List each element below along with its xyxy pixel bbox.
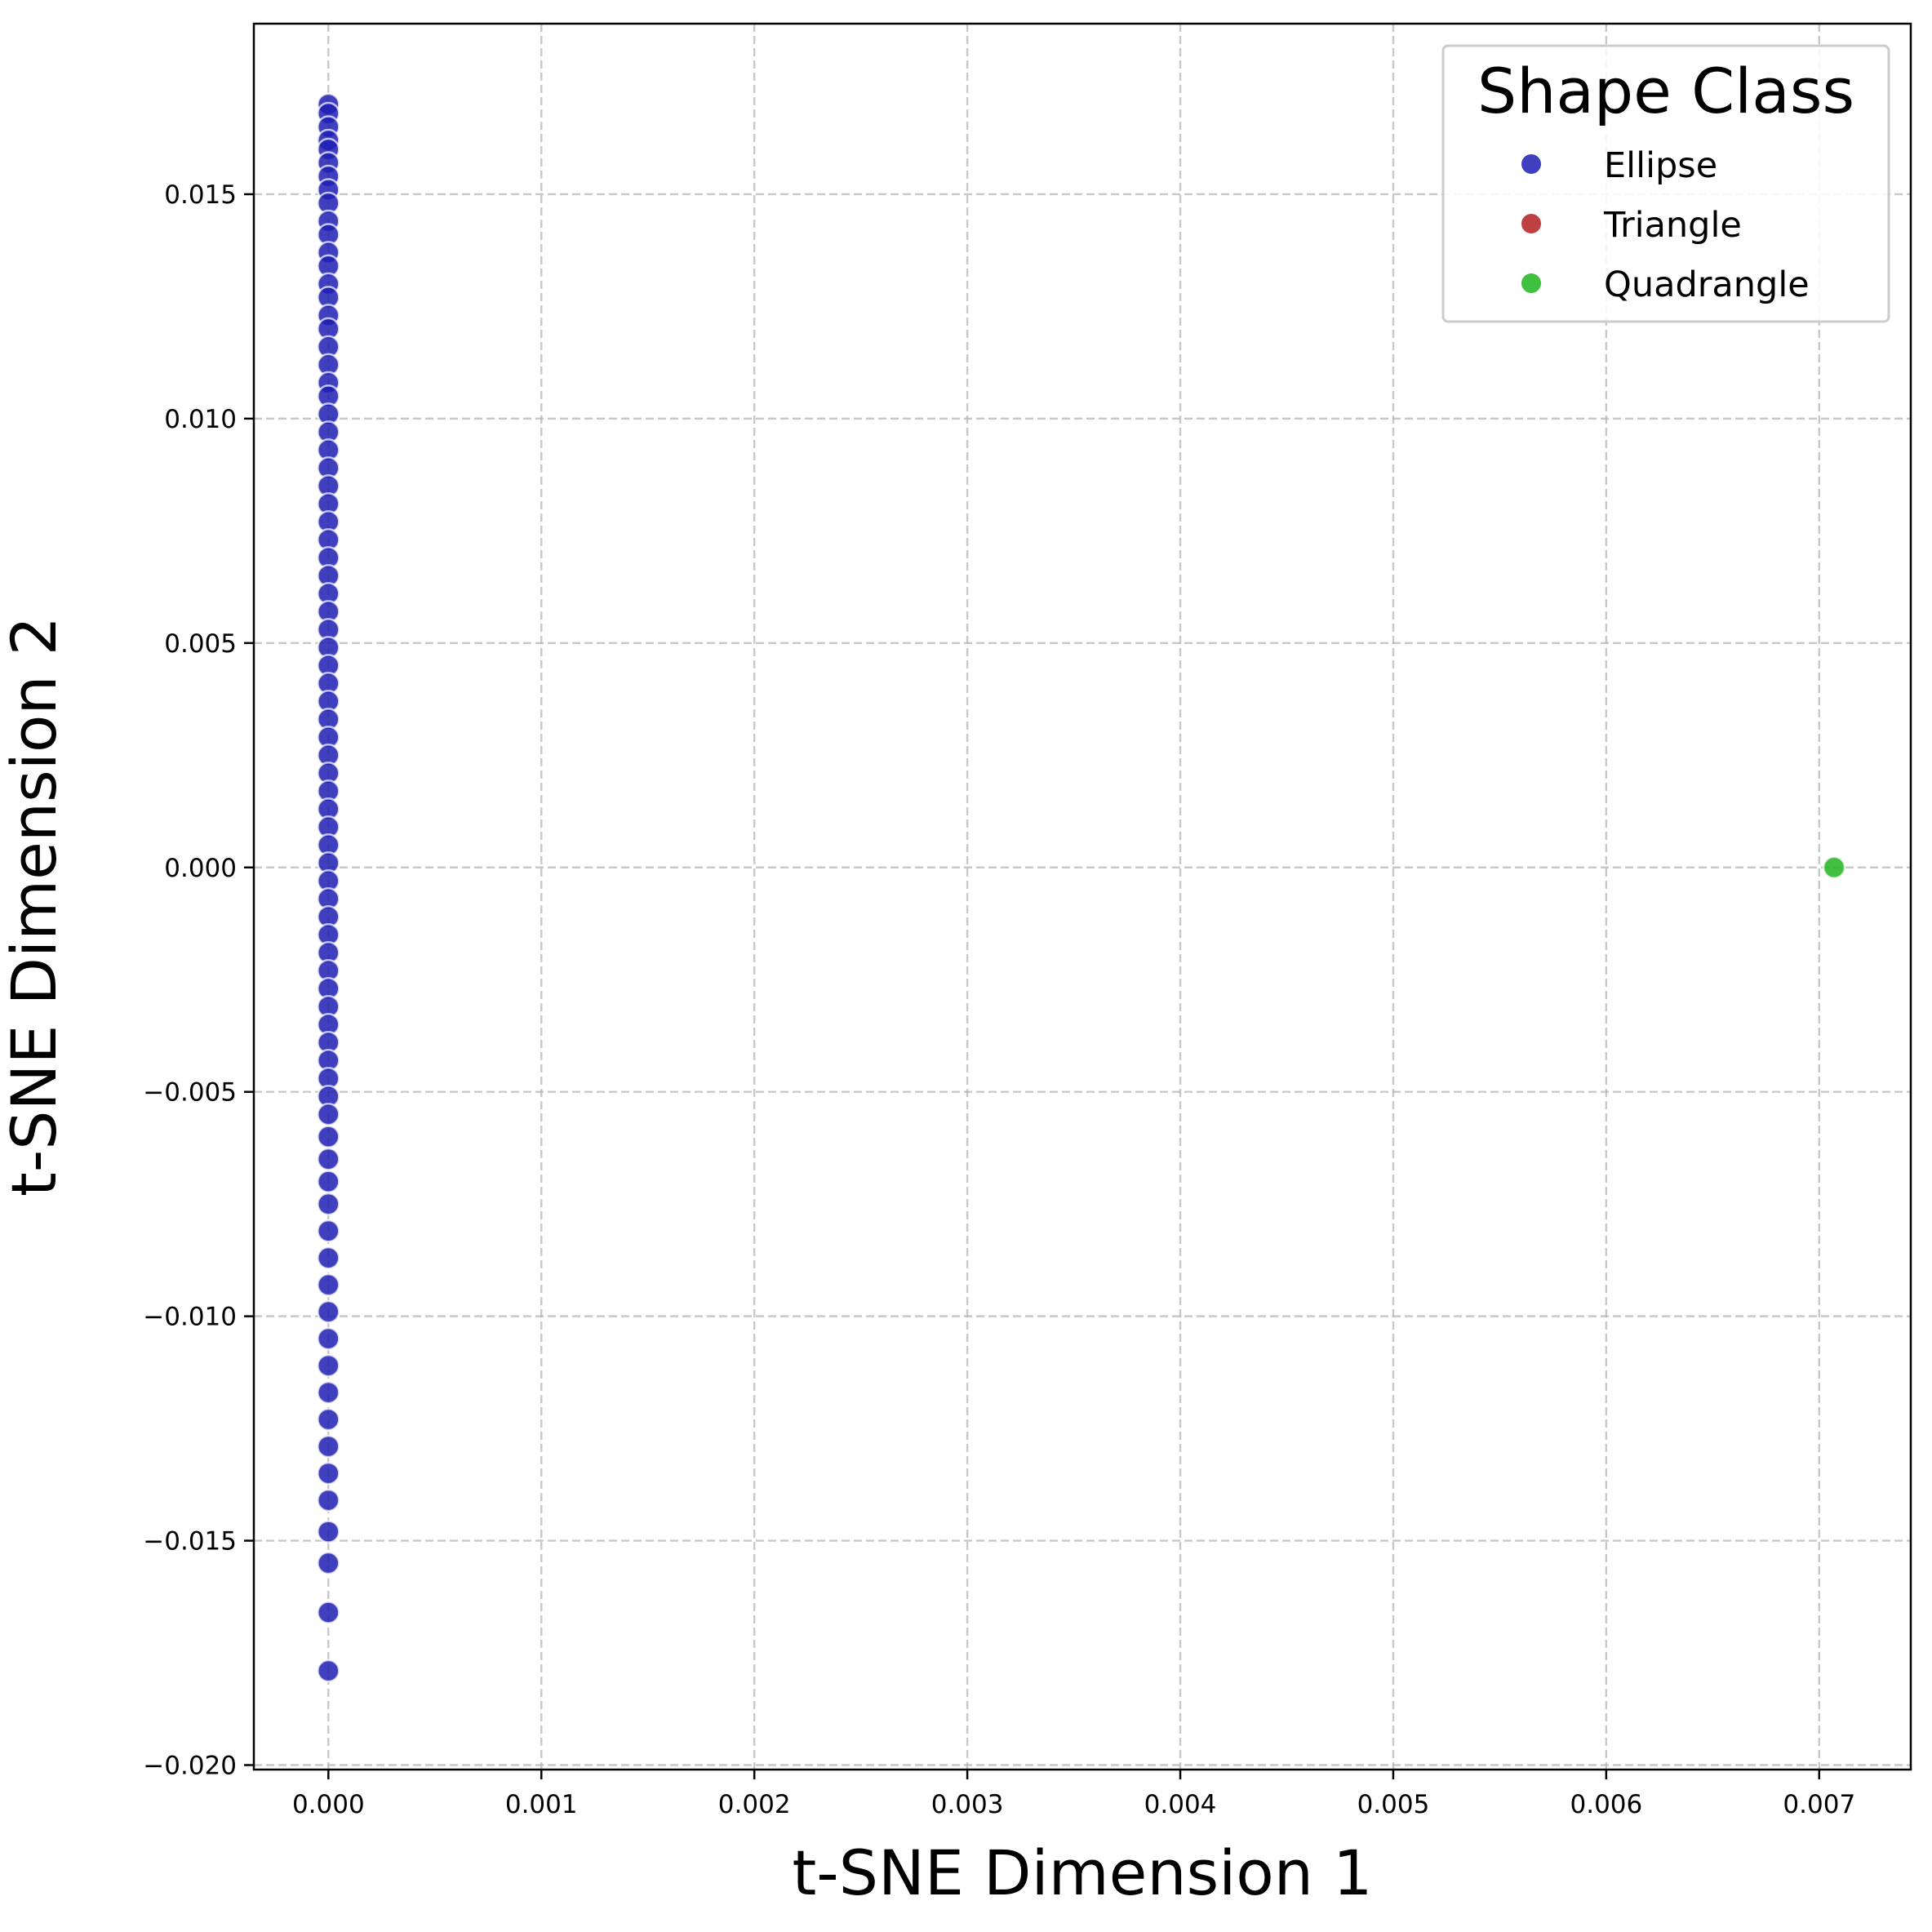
- y-tick-label: −0.005: [143, 1078, 237, 1108]
- y-tick-label: 0.000: [164, 854, 237, 883]
- data-point-quadrangle: [1822, 855, 1846, 880]
- plot-area-frame: [252, 22, 1912, 1771]
- y-tick-label: 0.010: [164, 405, 237, 434]
- legend: Shape Class Ellipse Triangle Quadrangle: [1441, 44, 1890, 323]
- y-tick-label: −0.015: [143, 1527, 237, 1557]
- data-points: [317, 92, 1846, 1683]
- data-point-ellipse: [317, 1353, 340, 1378]
- legend-label-triangle: Triangle: [1603, 205, 1742, 246]
- y-tick-label: −0.010: [143, 1303, 237, 1332]
- data-point-ellipse: [317, 1551, 340, 1575]
- legend-label-quadrangle: Quadrangle: [1604, 264, 1810, 305]
- legend-marker-triangle: [1520, 212, 1543, 235]
- data-point-ellipse: [317, 1219, 340, 1243]
- data-point-ellipse: [317, 1272, 340, 1297]
- data-point-ellipse: [317, 1147, 340, 1171]
- legend-title: Shape Class: [1477, 55, 1854, 127]
- data-point-ellipse: [317, 1380, 340, 1405]
- x-tick-label: 0.000: [292, 1790, 365, 1819]
- x-tick-label: 0.007: [1783, 1790, 1855, 1819]
- data-point-ellipse: [317, 1520, 340, 1543]
- x-tick-label: 0.004: [1144, 1790, 1217, 1819]
- y-tick-label: 0.005: [164, 629, 237, 659]
- data-point-ellipse: [317, 1170, 340, 1193]
- x-axis-ticks: 0.000 0.001 0.002 0.003 0.004 0.005 0.006 0.007: [292, 1770, 1855, 1819]
- data-point-ellipse: [317, 1488, 340, 1512]
- legend-items: Ellipse Triangle Quadrangle: [1520, 145, 1810, 305]
- data-point-ellipse: [317, 1246, 340, 1270]
- data-point-ellipse: [317, 1461, 340, 1486]
- data-point-ellipse: [317, 1299, 340, 1324]
- x-tick-label: 0.003: [931, 1790, 1004, 1819]
- x-tick-label: 0.002: [718, 1790, 791, 1819]
- data-point-ellipse: [317, 1407, 340, 1432]
- data-point-ellipse: [317, 1102, 340, 1126]
- legend-box: [1441, 44, 1890, 323]
- x-tick-label: 0.006: [1570, 1790, 1643, 1819]
- y-axis-title: t-SNE Dimension 2: [0, 616, 70, 1197]
- data-point-ellipse: [317, 1659, 340, 1683]
- y-axis-ticks: −0.020 −0.015 −0.010 −0.005 0.000 0.005 0.010 0…: [143, 180, 254, 1781]
- data-point-ellipse: [317, 1434, 340, 1459]
- y-tick-label: −0.020: [143, 1752, 237, 1781]
- data-point-ellipse: [317, 1601, 340, 1624]
- data-point-ellipse: [317, 1326, 340, 1351]
- x-tick-label: 0.005: [1357, 1790, 1430, 1819]
- data-point-ellipse: [317, 1192, 340, 1216]
- y-tick-label: 0.015: [164, 180, 237, 210]
- x-tick-label: 0.001: [505, 1790, 578, 1819]
- legend-marker-quadrangle: [1520, 272, 1543, 295]
- x-axis-title: t-SNE Dimension 1: [793, 1837, 1373, 1909]
- legend-marker-ellipse: [1520, 153, 1543, 175]
- data-point-ellipse: [317, 1125, 340, 1148]
- legend-label-ellipse: Ellipse: [1604, 145, 1717, 186]
